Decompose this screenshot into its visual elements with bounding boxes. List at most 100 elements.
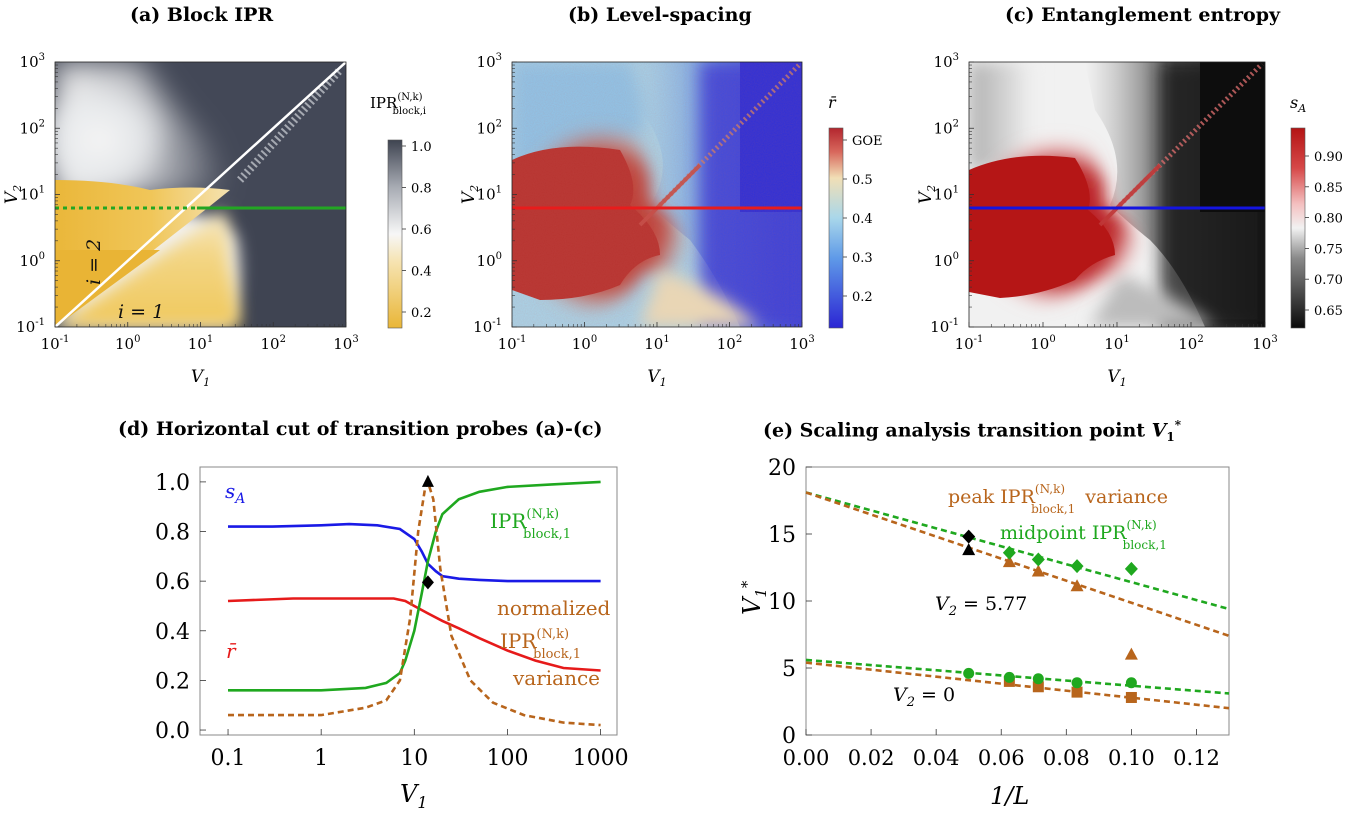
xticklabel-exp-a: 2: [280, 334, 286, 345]
xticklabel-a: 101: [188, 334, 213, 353]
colorbar-tick-label: 0.80: [1314, 212, 1343, 227]
point-e-3: [963, 667, 975, 679]
colorbar-tick-label: 0.2: [411, 306, 432, 321]
colorbar-tick-label: 0.90: [1314, 150, 1343, 165]
point-e-0: [1124, 647, 1138, 660]
yticklabel-a: 103: [20, 52, 45, 71]
xticklabel-d: 1: [314, 746, 328, 771]
yticklabel-exp-b: -1: [492, 317, 502, 328]
label-d-ipr-main: IPR: [490, 509, 527, 533]
v2-sub: 2: [948, 604, 957, 619]
colorbar-b-ticks: GOE 0.5 0.4 0.3 0.2: [843, 134, 883, 305]
label-e-peak-var: variance: [1084, 486, 1168, 508]
ylabel-a: V2: [2, 185, 24, 204]
xticklabel-c: 103: [1252, 334, 1277, 353]
colorbar-tick-label: 0.6: [411, 223, 432, 238]
ylabel-e: V1*: [738, 580, 770, 615]
yticklabel-e: 15: [768, 523, 796, 548]
label-d-norm1: normalized: [497, 596, 611, 620]
yticklabel-e: 5: [782, 657, 796, 682]
v2-main: V: [935, 593, 951, 615]
title-e: (e) Scaling analysis transition point V1…: [763, 418, 1182, 445]
label-e-mid: midpoint IPR(N,k) block,1: [1000, 518, 1167, 552]
yticklabel-b: 100: [477, 251, 502, 270]
colorbar-tick-label: 0.3: [852, 251, 873, 266]
xlabel-d-main: V: [400, 780, 420, 808]
label-e-peak: peak IPR(N,k) block,1 variance: [948, 482, 1168, 516]
ylabel-sub-b: 2: [468, 185, 481, 193]
xticklabel-c: 100: [1030, 334, 1055, 353]
yticklabel-e: 20: [768, 456, 796, 481]
xticklabel-exp-a: -1: [60, 334, 70, 345]
axis-e: 0.00 0.02 0.04 0.06 0.08 0.10 0.12 0 5 10 15 20: [768, 456, 1220, 770]
colorbar-tick-label: 0.4: [411, 265, 432, 280]
colorbar-c: [1290, 127, 1306, 329]
colorbar-c-label-main: s: [1290, 93, 1298, 112]
fit-line-e-1: [805, 491, 1230, 638]
ylabel-e-main: V: [738, 595, 766, 615]
label-e-peak-sub: block,1: [1031, 502, 1075, 516]
xticklabel-exp-c: 1: [1123, 334, 1129, 345]
colorbar-tick-label: 0.4: [852, 212, 873, 227]
point-e-0: [1031, 564, 1045, 577]
yticklabel-exp-a: 3: [39, 52, 45, 63]
point-e-black: [962, 529, 976, 544]
fit-line-e-2: [805, 658, 1230, 695]
xticklabel-exp-b: 0: [591, 334, 597, 345]
point-e-2: [1032, 681, 1044, 693]
colorbar-a: [387, 139, 403, 329]
panel-c: 0.90 0.85 0.80 0.75 0.70 0.65 sA: [968, 61, 1343, 329]
point-e-2: [1071, 686, 1083, 698]
markers-d: [421, 474, 434, 590]
xticklabel-d: 0.1: [211, 746, 246, 771]
label-d-norm2-sub: block,1: [533, 647, 581, 662]
xlabel-sub-a: 1: [203, 376, 210, 389]
ylabel-sub-c: 2: [925, 185, 938, 193]
colorbar-a-label-main: IPR: [370, 94, 398, 112]
colorbar-a-label-sub: block,i: [392, 106, 426, 117]
yticklabel-e: 10: [768, 590, 796, 615]
xticklabel-b: 10-1: [498, 334, 527, 353]
point-e-1: [1070, 559, 1084, 574]
point-e-3: [1003, 671, 1015, 683]
yticklabel-d: 0.2: [155, 669, 190, 694]
panel-e: 0.00 0.02 0.04 0.06 0.08 0.10 0.12 0 5 10 15 20 pea…: [738, 456, 1230, 810]
xlabel-c: V1: [1107, 367, 1126, 389]
panel-d: 0.1 1 10 100 1000 0.0 0.2 0.4 0.6 0.8 1.0 sA r̄ IP…: [155, 466, 629, 812]
xlabel-a: V1: [191, 367, 210, 389]
title-e-var: V: [1151, 419, 1167, 442]
xticklabel-c: 10-1: [955, 334, 984, 353]
xticklabel-exp-c: 3: [1271, 334, 1277, 345]
xticklabel-d: 1000: [573, 746, 629, 771]
yticklabel-c: 103: [934, 52, 959, 71]
yticklabel-a: 102: [20, 118, 45, 137]
colorbar-tick-label: 0.2: [852, 290, 873, 305]
label-e-v2a: V2 = 5.77: [935, 593, 1027, 619]
xticklabel-e: 0.00: [783, 746, 830, 770]
yticklabel-exp-a: -1: [35, 317, 45, 328]
yticklabel-b: 102: [477, 118, 502, 137]
point-e-1: [1002, 545, 1016, 560]
yticklabel-exp-a: 2: [39, 118, 45, 129]
point-e-black: [962, 543, 976, 556]
xticklabel-exp-c: -1: [974, 334, 984, 345]
point-e-3: [1125, 677, 1137, 689]
point-e-3: [1071, 677, 1083, 689]
v2-rest: = 0: [915, 684, 955, 706]
label-d-norm2-main: IPR: [500, 629, 537, 653]
point-e-0: [1070, 579, 1084, 592]
points-e: [962, 529, 1138, 703]
label-e-peak-main: peak IPR: [948, 486, 1036, 508]
yticklabel-exp-c: 2: [953, 118, 959, 129]
title-a: (a) Block IPR: [130, 4, 274, 26]
heatmap-c: [969, 62, 1265, 327]
xlabel-b: V1: [647, 367, 666, 389]
xlabel-e: 1/L: [990, 782, 1029, 810]
ylabel-b: V2: [459, 185, 481, 204]
colorbar-b: [828, 127, 844, 329]
xticklabel-e: 0.10: [1108, 746, 1155, 770]
v2-main: V: [893, 684, 909, 706]
diagonal-line-a: [55, 62, 346, 327]
colorbar-a-ticks: 1.0 0.8 0.6 0.4 0.2: [402, 140, 432, 321]
xticklabel-a: 103: [333, 334, 358, 353]
